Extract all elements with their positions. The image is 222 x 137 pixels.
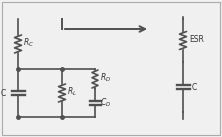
Text: C: C xyxy=(0,89,6,98)
Text: $R_C$: $R_C$ xyxy=(23,37,34,49)
Text: C: C xyxy=(192,82,197,92)
Text: ESR: ESR xyxy=(189,35,204,44)
Text: $R_L$: $R_L$ xyxy=(67,86,77,98)
Text: $R_D$: $R_D$ xyxy=(100,72,111,84)
Text: $C_D$: $C_D$ xyxy=(100,97,111,109)
